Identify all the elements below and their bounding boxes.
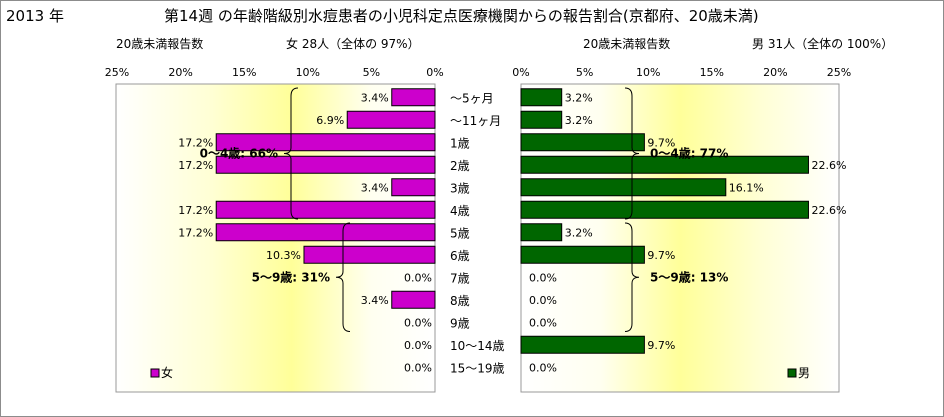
male-data-label: 16.1% — [729, 181, 764, 194]
male-subtitle: 20歳未満報告数 — [583, 37, 671, 51]
female-data-label: 3.4% — [361, 294, 389, 307]
female-bar — [303, 245, 436, 264]
category-label: 15～19歳 — [450, 361, 505, 375]
male-group-label: 0～4歳: 77% — [650, 146, 728, 161]
female-group-label: 5～9歳: 31% — [252, 269, 330, 284]
male-total: 男 31人（全体の 100%） — [752, 37, 894, 51]
male-bar — [520, 178, 727, 197]
female-x-tick-label: 0% — [426, 66, 443, 79]
female-bar — [346, 110, 436, 129]
male-group-bracket — [624, 87, 640, 220]
category-label: 1歳 — [450, 136, 470, 150]
male-legend-swatch — [787, 368, 797, 378]
category-label: 10～14歳 — [450, 339, 505, 353]
female-data-label: 10.3% — [266, 249, 301, 262]
male-bar — [520, 110, 563, 129]
male-x-tick-label: 25% — [827, 66, 851, 79]
female-data-label: 6.9% — [316, 114, 344, 127]
female-subtitle: 20歳未満報告数 — [116, 37, 204, 51]
male-x-tick-label: 5% — [576, 66, 593, 79]
male-bar — [520, 335, 645, 354]
male-data-label: 22.6% — [811, 204, 846, 217]
female-bar — [215, 200, 436, 219]
female-group-label: 0～4歳: 66% — [200, 146, 278, 161]
male-bar — [520, 155, 809, 174]
female-x-tick-label: 5% — [363, 66, 380, 79]
female-group-bracket — [283, 87, 299, 220]
female-bar — [391, 88, 436, 107]
male-data-label: 9.7% — [647, 249, 675, 262]
male-data-label: 0.0% — [529, 271, 557, 284]
male-data-label: 3.2% — [565, 226, 593, 239]
male-x-tick-label: 10% — [636, 66, 660, 79]
female-x-tick-label: 20% — [168, 66, 192, 79]
female-data-label: 17.2% — [178, 136, 213, 149]
category-label: 8歳 — [450, 294, 470, 308]
chart-title: 第14週 の年齢階級別水痘患者の小児科定点医療機関からの報告割合(京都府、20歳… — [164, 7, 759, 25]
female-data-label: 3.4% — [361, 181, 389, 194]
female-data-label: 0.0% — [404, 316, 432, 329]
male-legend-label: 男 — [798, 366, 810, 380]
female-data-label: 3.4% — [361, 91, 389, 104]
female-x-tick-label: 15% — [232, 66, 256, 79]
category-label: 6歳 — [450, 249, 470, 263]
female-legend-swatch — [150, 368, 160, 378]
female-x-tick-label: 25% — [105, 66, 129, 79]
male-x-tick-label: 0% — [512, 66, 529, 79]
category-label: 2歳 — [450, 159, 470, 173]
male-bar — [520, 133, 645, 152]
female-x-tick-label: 10% — [296, 66, 320, 79]
male-bar — [520, 223, 563, 242]
female-data-label: 17.2% — [178, 159, 213, 172]
category-label: ～11ヶ月 — [450, 114, 501, 128]
male-data-label: 3.2% — [565, 91, 593, 104]
female-data-label: 17.2% — [178, 204, 213, 217]
category-label: 7歳 — [450, 271, 470, 285]
male-x-tick-label: 20% — [763, 66, 787, 79]
female-legend-label: 女 — [161, 365, 173, 380]
male-group-bracket — [624, 222, 640, 332]
category-label: 9歳 — [450, 316, 470, 330]
female-bar — [391, 178, 436, 197]
category-label: ～5ヶ月 — [450, 91, 494, 105]
category-label: 5歳 — [450, 226, 470, 240]
female-bar — [215, 223, 436, 242]
female-data-label: 0.0% — [404, 361, 432, 374]
male-data-label: 0.0% — [529, 316, 557, 329]
male-data-label: 0.0% — [529, 361, 557, 374]
female-data-label: 17.2% — [178, 226, 213, 239]
category-label: 4歳 — [450, 204, 470, 218]
male-x-tick-label: 15% — [700, 66, 724, 79]
male-bar — [520, 200, 809, 219]
male-data-label: 3.2% — [565, 114, 593, 127]
female-bar — [215, 155, 436, 174]
male-data-label: 9.7% — [647, 136, 675, 149]
female-data-label: 0.0% — [404, 271, 432, 284]
category-label: 3歳 — [450, 181, 470, 195]
male-data-label: 22.6% — [811, 159, 846, 172]
male-group-label: 5～9歳: 13% — [650, 269, 728, 284]
male-bar — [520, 88, 563, 107]
year-label: 2013 年 — [6, 7, 64, 25]
male-bar — [520, 245, 645, 264]
female-group-bracket — [335, 222, 351, 332]
female-data-label: 0.0% — [404, 339, 432, 352]
female-total: 女 28人（全体の 97%） — [286, 37, 420, 51]
male-data-label: 9.7% — [647, 339, 675, 352]
female-bar — [215, 133, 436, 152]
female-bar — [391, 290, 436, 309]
male-data-label: 0.0% — [529, 294, 557, 307]
